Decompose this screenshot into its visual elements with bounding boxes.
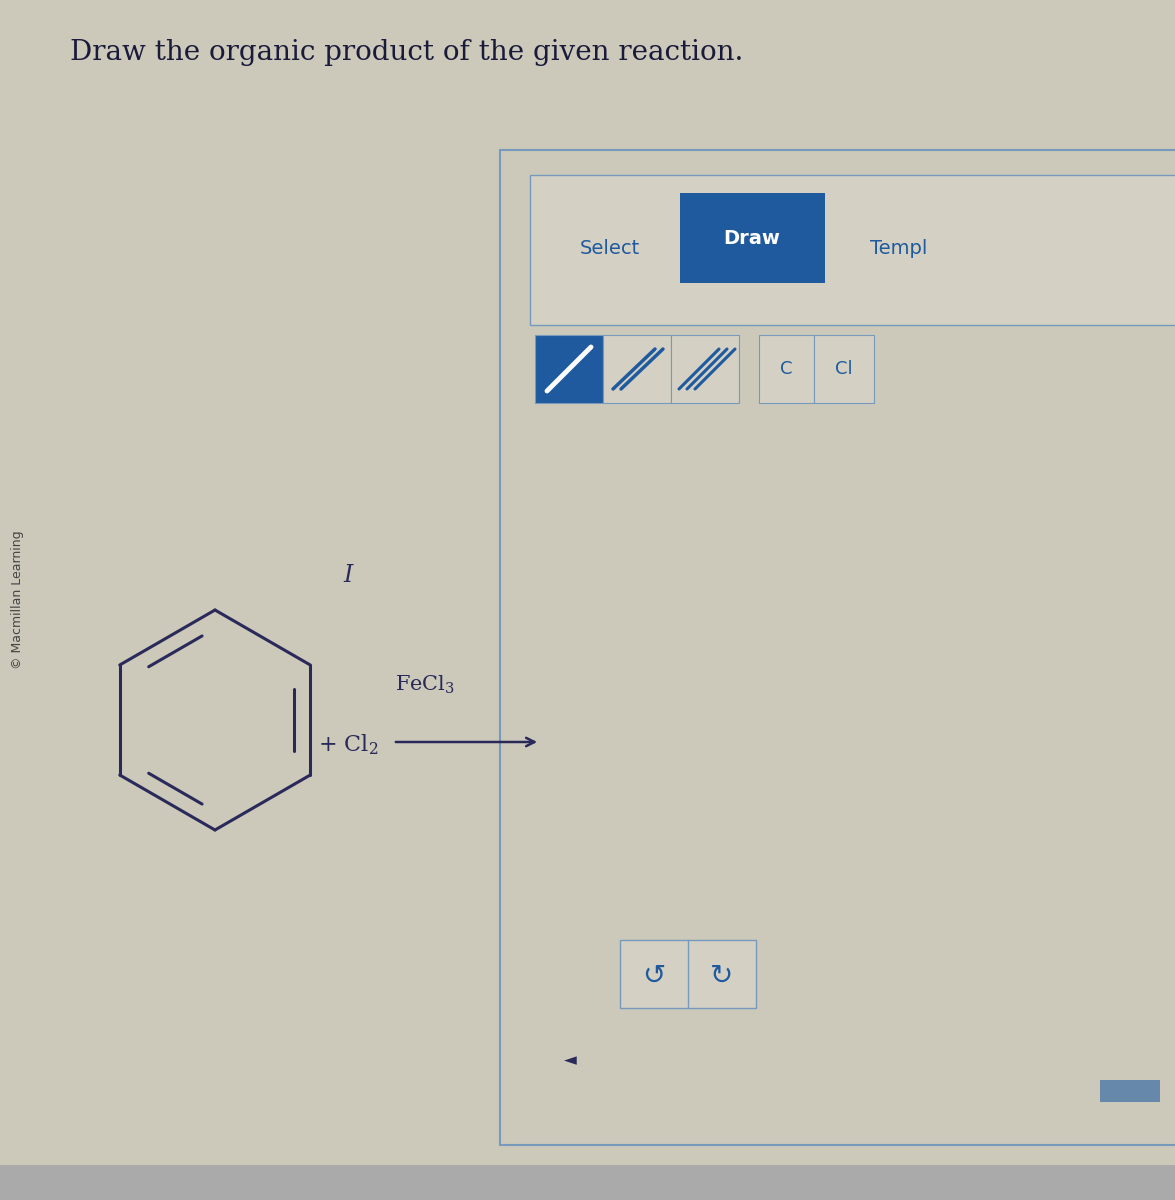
Text: Draw the organic product of the given reaction.: Draw the organic product of the given re… — [70, 38, 744, 66]
Text: C: C — [780, 360, 792, 378]
Text: $\mathregular{FeCl_3}$: $\mathregular{FeCl_3}$ — [395, 674, 455, 696]
Text: ◄: ◄ — [564, 1051, 577, 1069]
Text: © Macmillan Learning: © Macmillan Learning — [12, 530, 25, 670]
Bar — [603, 335, 671, 403]
Bar — [530, 175, 1175, 325]
Bar — [671, 335, 739, 403]
Text: Draw: Draw — [724, 228, 780, 247]
Text: Templ: Templ — [870, 239, 927, 258]
Text: ↺: ↺ — [643, 962, 665, 990]
Bar — [620, 940, 756, 1008]
Bar — [501, 150, 1175, 1145]
Bar — [814, 335, 874, 403]
Text: Select: Select — [580, 239, 640, 258]
Bar — [535, 335, 603, 403]
Text: $\mathregular{+ \ Cl_2}$: $\mathregular{+ \ Cl_2}$ — [318, 733, 378, 757]
Bar — [0, 1165, 1175, 1200]
Text: ↻: ↻ — [711, 962, 733, 990]
Bar — [1100, 1080, 1160, 1102]
Bar — [680, 193, 825, 283]
Text: Cl: Cl — [835, 360, 853, 378]
Bar — [759, 335, 814, 403]
Text: I: I — [343, 564, 352, 587]
